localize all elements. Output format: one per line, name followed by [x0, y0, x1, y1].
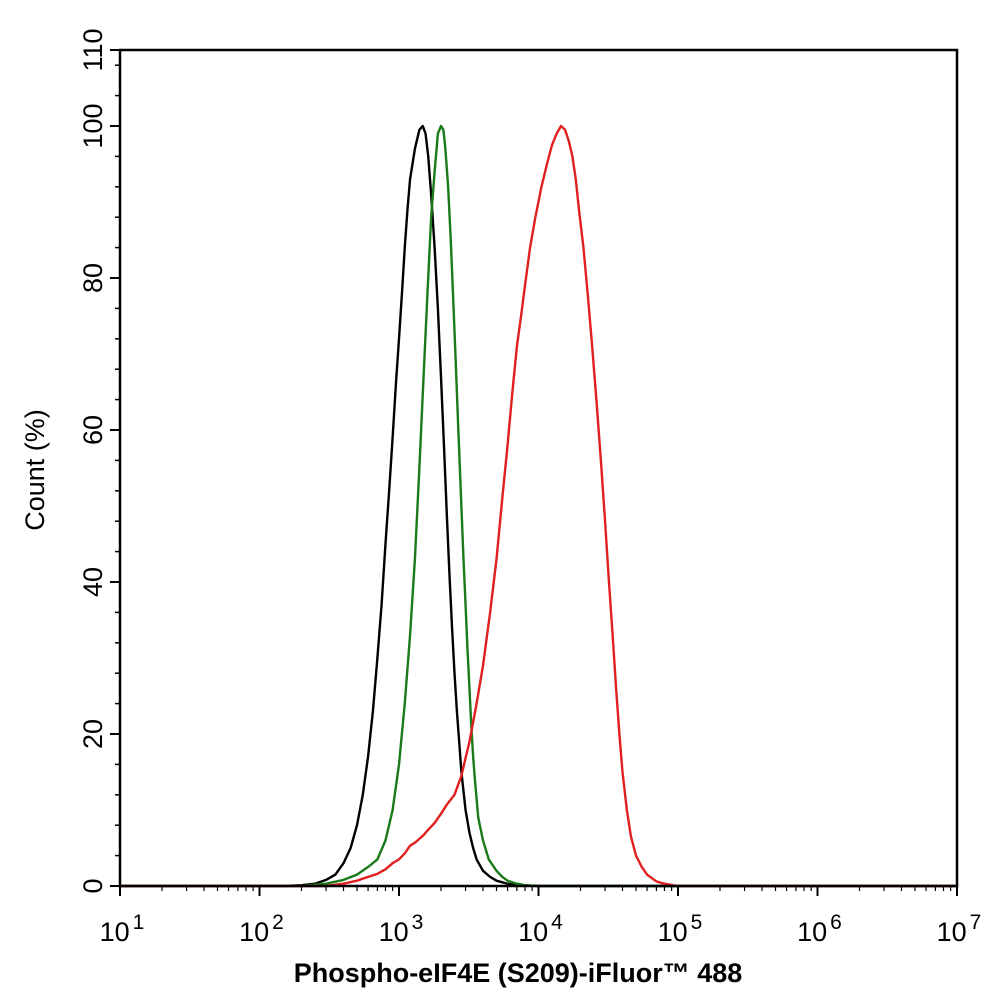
series-line-3 [118, 124, 959, 888]
x-tick-label: 10 4 [518, 911, 563, 947]
series-line-1 [118, 124, 959, 888]
x-tick-label: 10 2 [239, 911, 284, 947]
x-tick-label: 10 7 [937, 911, 982, 947]
series-line-2 [118, 124, 959, 888]
y-tick-label: 60 [78, 415, 108, 445]
y-tick-label: 100 [78, 103, 108, 148]
y-tick-label: 40 [78, 567, 108, 597]
x-tick-label: 10 6 [797, 911, 842, 947]
y-tick-label: 110 [78, 28, 108, 71]
axis-layer: 0 20 40 60 80 100 110 10 1 10 2 10 3 10 4 10 5 10 6 10 7 [78, 28, 981, 947]
plot-frame [118, 48, 959, 888]
x-tick-label: 10 5 [658, 911, 703, 947]
y-tick-label: 0 [78, 878, 108, 893]
y-axis-title: Count (%) [20, 409, 50, 531]
series-layer [118, 124, 959, 888]
x-axis-title: Phospho-eIF4E (S209)-iFluor™ 488 [294, 958, 743, 988]
y-tick-label: 20 [78, 719, 108, 749]
y-tick-label: 80 [78, 263, 108, 293]
x-tick-label: 10 3 [379, 911, 424, 947]
x-tick-label: 10 1 [100, 911, 145, 947]
